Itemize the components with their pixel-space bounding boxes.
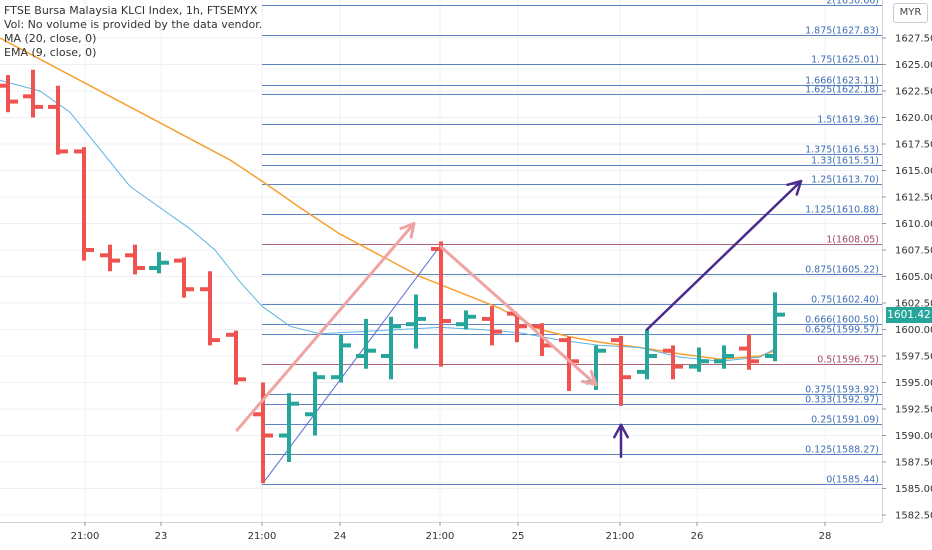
- volume-note: Vol: No volume is provided by the data v…: [4, 18, 263, 31]
- ohlc-bar: [226, 330, 246, 385]
- fib-level-label: 0.5(1596.75): [817, 355, 879, 366]
- time-tick-label: 28: [819, 531, 832, 542]
- ohlc-bar: [200, 271, 220, 346]
- time-tick-label: 26: [691, 531, 704, 542]
- price-tick-label: 1625.00: [895, 60, 932, 71]
- ohlc-bar: [48, 85, 68, 155]
- price-tick-label: 1597.50: [895, 352, 932, 363]
- price-tick-label: 1622.50: [895, 87, 932, 98]
- ohlc-bar: [406, 294, 426, 349]
- price-tick-label: 1585.00: [895, 484, 932, 495]
- arrow-shaft: [439, 245, 598, 387]
- ohlc-bar: [714, 345, 734, 369]
- fib-level-label: 0.25(1591.09): [811, 415, 879, 426]
- time-tick-label: 21:00: [606, 531, 635, 542]
- ohlc-bar: [356, 318, 376, 369]
- time-tick-label: 25: [512, 531, 525, 542]
- chart-legend: FTSE Bursa Malaysia KLCI Index, 1h, FTSE…: [4, 4, 262, 60]
- price-tick-label: 1605.00: [895, 272, 932, 283]
- fib-level-label: 1.5(1619.36): [817, 115, 879, 126]
- ohlc-bar: [456, 310, 476, 330]
- ohlc-bar: [663, 345, 683, 380]
- fib-level-label: 0.375(1593.92): [805, 385, 879, 396]
- price-tick-label: 1607.50: [895, 246, 932, 257]
- price-tick-label: 1617.50: [895, 140, 932, 151]
- ohlc-bar: [611, 335, 631, 406]
- last-price-label: 1601.42: [886, 307, 932, 323]
- fib-level-label: 0.75(1602.40): [811, 295, 879, 306]
- price-tick-label: 1582.50: [895, 511, 932, 522]
- arrow-head: [399, 222, 416, 239]
- ema-legend: EMA (9, close, 0): [4, 46, 97, 59]
- ma-legend: MA (20, close, 0): [4, 32, 97, 45]
- fib-level-label: 0(1585.44): [826, 475, 879, 486]
- time-tick-label: 21:00: [71, 531, 100, 542]
- price-tick-label: 1587.50: [895, 458, 932, 469]
- price-tick-label: 1620.00: [895, 113, 932, 124]
- time-tick-label: 23: [155, 531, 168, 542]
- symbol-title: FTSE Bursa Malaysia KLCI Index, 1h, FTSE…: [4, 4, 258, 17]
- ohlc-bar: [279, 393, 299, 462]
- ohlc-bar: [174, 257, 194, 298]
- trend-line: [262, 244, 442, 484]
- price-tick-label: 1595.00: [895, 378, 932, 389]
- price-tick-label: 1610.00: [895, 219, 932, 230]
- fib-level-label: 0.875(1605.22): [805, 265, 879, 276]
- arrow-shaft: [235, 222, 416, 432]
- fibonacci-extension: 0(1585.44) 0.125(1588.27) 0.25(1591.09) 0.3…: [262, 0, 882, 486]
- ohlc-bar: [149, 252, 169, 274]
- ohlc-bar: [765, 292, 785, 362]
- price-tick-label: 1600.00: [895, 325, 932, 336]
- time-tick-label: 24: [334, 531, 347, 542]
- fib-level-label: 1.75(1625.01): [811, 55, 879, 66]
- ohlc-bar: [0, 75, 18, 113]
- time-tick-label: 21:00: [248, 531, 277, 542]
- ma-line: [0, 37, 776, 360]
- ohlc-bar: [482, 306, 502, 346]
- ohlc-bar: [689, 347, 709, 372]
- fib-level-label: 0.125(1588.27): [805, 445, 879, 456]
- ohlc-bar: [305, 371, 325, 436]
- ohlc-bar: [637, 329, 657, 380]
- price-tick-label: 1612.50: [895, 193, 932, 204]
- arrow-head: [580, 369, 598, 387]
- ohlc-bar: [125, 244, 145, 275]
- drawing-arrows: [235, 179, 803, 458]
- price-bars: [0, 69, 785, 484]
- ohlc-bar: [23, 69, 43, 118]
- price-tick-label: 1602.50: [895, 299, 932, 310]
- price-tick-label: 1627.50: [895, 34, 932, 45]
- arrow-shaft: [645, 179, 803, 331]
- fib-level-label: 1.625(1622.18): [805, 85, 879, 96]
- price-tick-label: 1592.50: [895, 405, 932, 416]
- ohlc-bar: [100, 244, 120, 272]
- time-tick-label: 21:00: [426, 531, 455, 542]
- ohlc-bar: [74, 147, 94, 261]
- arrow-head: [613, 423, 629, 439]
- currency-button[interactable]: MYR: [893, 3, 928, 23]
- ohlc-bar: [331, 334, 351, 383]
- ohlc-bar: [739, 334, 759, 370]
- fib-level-label: 0.333(1592.97): [805, 395, 879, 406]
- price-tick-label: 1590.00: [895, 431, 932, 442]
- fib-level-label: 1(1608.05): [826, 235, 879, 246]
- arrow-head: [786, 179, 803, 196]
- ohlc-bar: [507, 311, 527, 343]
- ohlc-bar: [431, 241, 451, 367]
- fib-level-label: 1.125(1610.88): [805, 205, 879, 216]
- fib-level-label: 0.625(1599.57): [805, 325, 879, 336]
- ohlc-bar: [532, 323, 552, 356]
- fib-level-label: 1.666(1623.11): [805, 76, 879, 87]
- fib-level-label: 1.875(1627.83): [805, 26, 879, 37]
- fib-level-label: 1.375(1616.53): [805, 145, 879, 156]
- fib-level-label: 2(1630.66): [826, 0, 879, 7]
- ohlc-bar: [381, 316, 401, 380]
- fib-level-label: 1.25(1613.70): [811, 175, 879, 186]
- fib-level-label: 1.33(1615.51): [811, 156, 879, 167]
- fib-level-label: 0.666(1600.50): [805, 315, 879, 326]
- price-tick-label: 1615.00: [895, 166, 932, 177]
